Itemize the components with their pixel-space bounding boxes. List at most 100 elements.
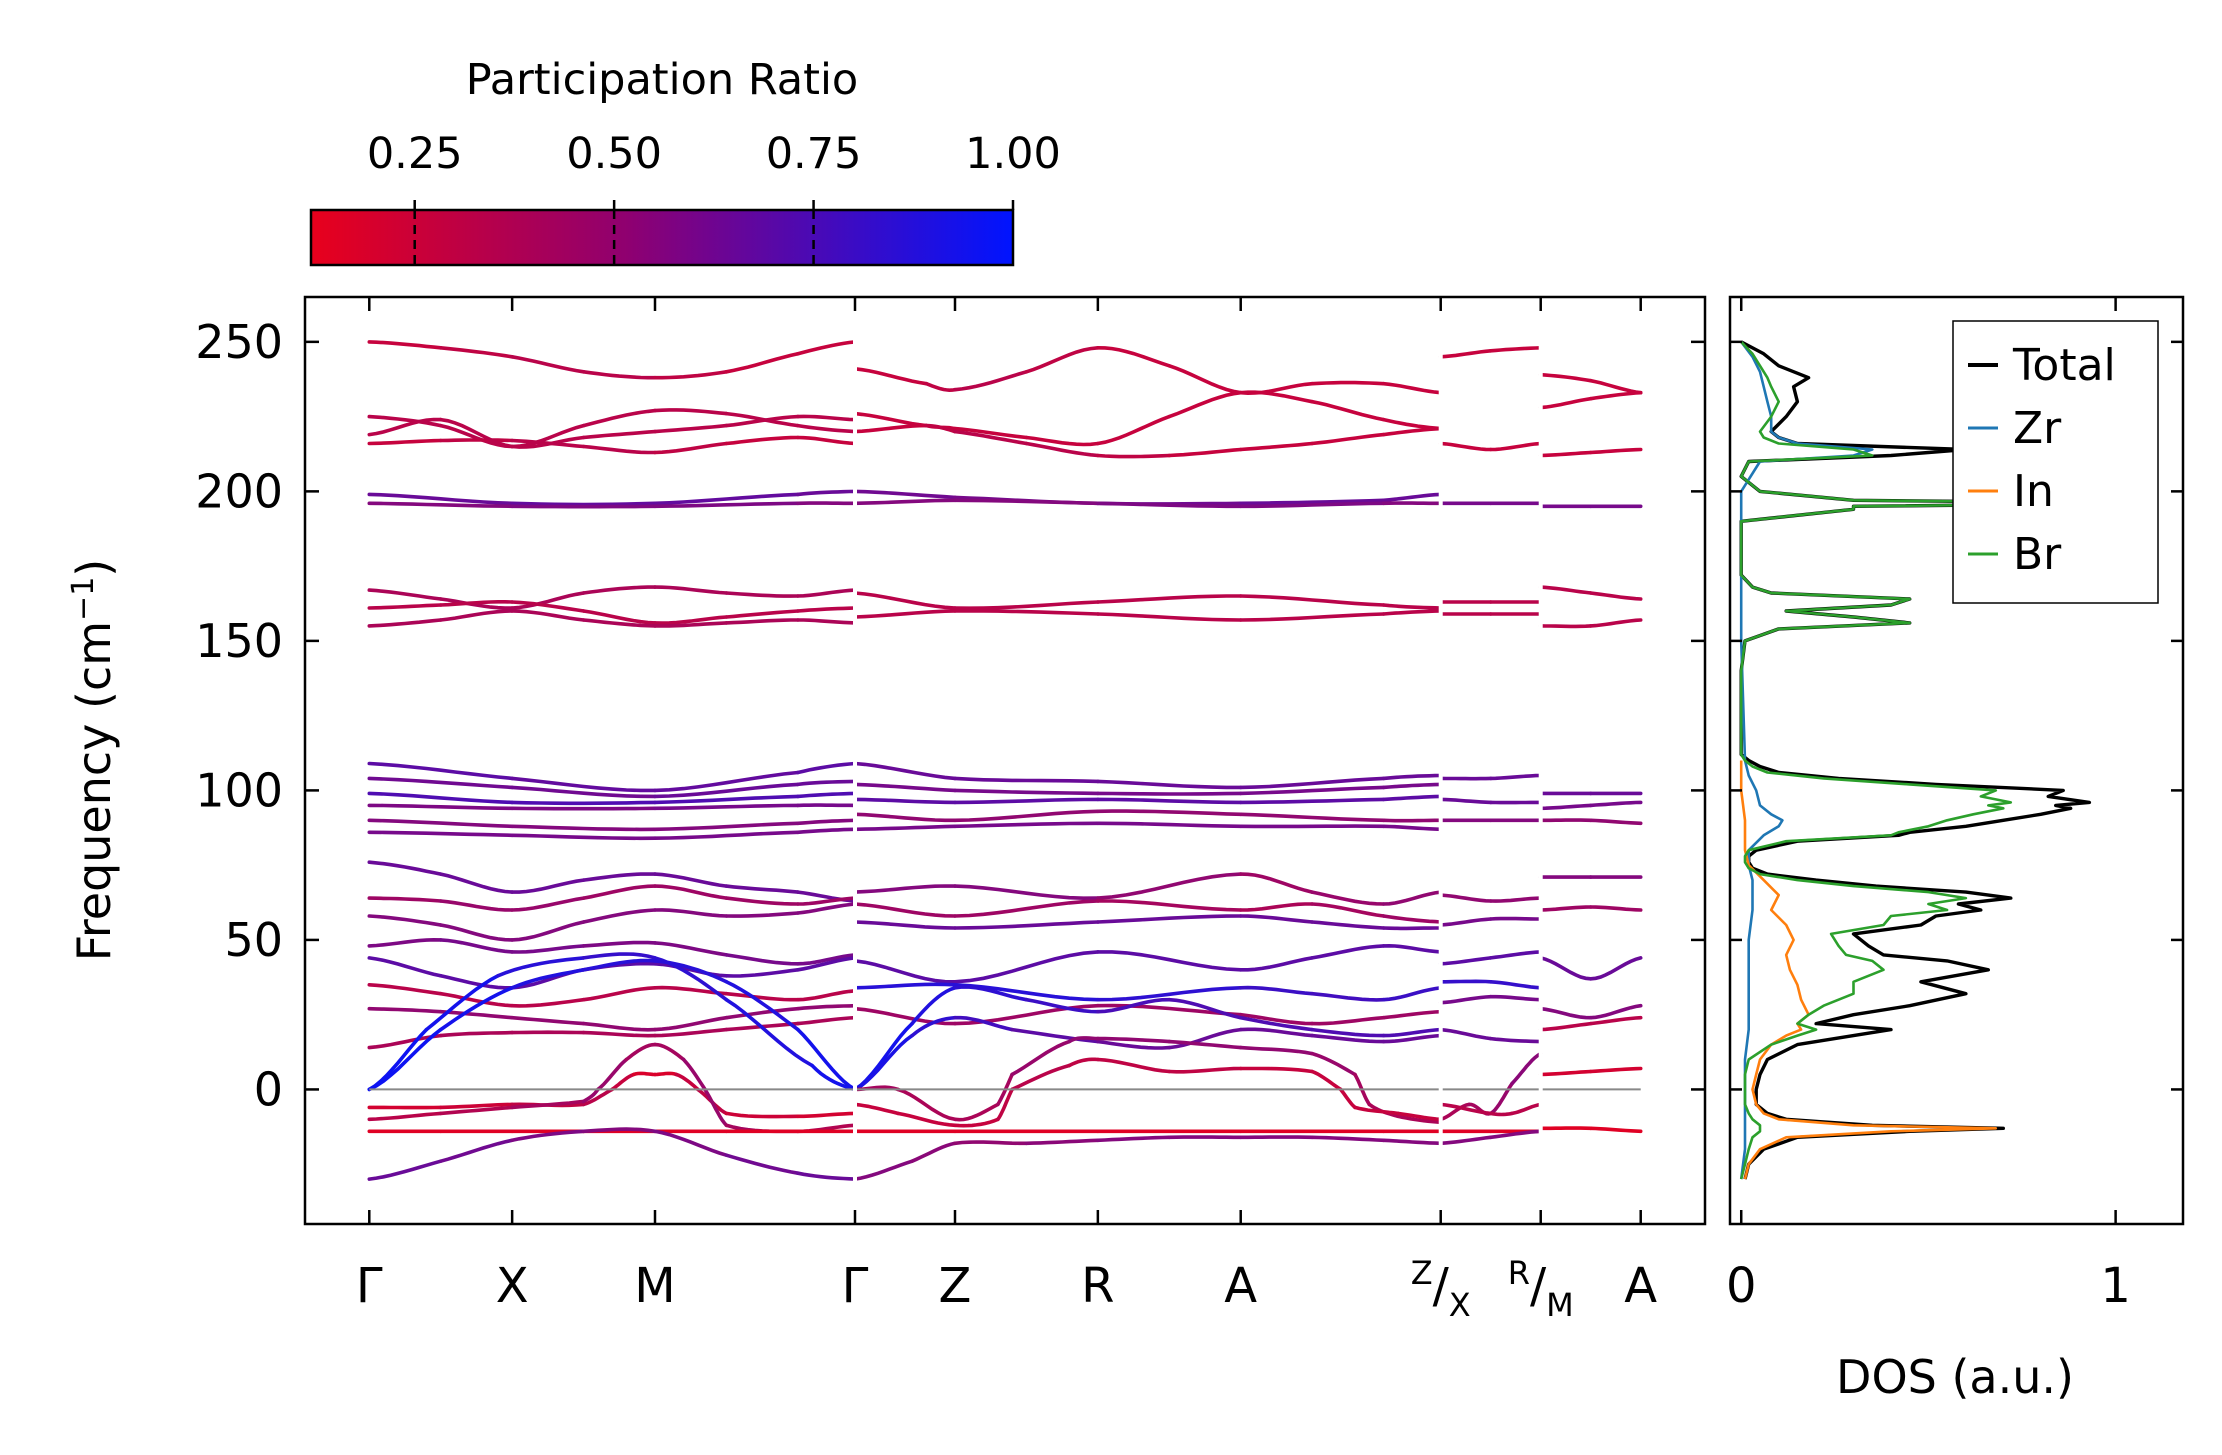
band-line-segment: [1238, 1012, 1314, 1026]
band-band-42: [853, 872, 1443, 906]
band-band-13: [367, 803, 857, 811]
band-line-segment: [581, 429, 657, 440]
band-band-38: [853, 782, 1443, 796]
band-x-axis: Γ X M Γ Z R A Z/XR/M A: [356, 297, 1657, 1324]
band-line-segment: [853, 1102, 900, 1116]
band-line-segment: [653, 423, 729, 434]
band-band-25: [367, 958, 857, 1092]
band-line-segment: [510, 776, 657, 793]
band-line-segment: [1167, 1039, 1243, 1050]
band-line-segment: [1310, 380, 1386, 386]
band-line-segment: [653, 492, 800, 506]
band-line-segment: [653, 1071, 679, 1077]
colorbar-gradient: [309, 208, 1015, 267]
band-line-segment: [953, 370, 1029, 392]
band-line-segment: [1310, 902, 1386, 918]
band-line-segment: [1381, 603, 1443, 610]
band-line-segment: [1167, 1066, 1243, 1074]
band-line-segment: [424, 974, 500, 1032]
band-line-segment: [1381, 1033, 1443, 1044]
band-line-segment: [1538, 396, 1593, 410]
band-band-77: [1538, 618, 1643, 629]
band-line-segment: [853, 591, 957, 610]
band-line-segment: [853, 902, 957, 918]
band-line-segment: [367, 1111, 443, 1122]
band-line-segment: [1538, 372, 1593, 383]
band-band-59: [1438, 773, 1543, 781]
band-line-segment: [510, 833, 657, 841]
dos-x-tick-label: 1: [2100, 1258, 2131, 1314]
band-line-segment: [438, 600, 514, 607]
x-tick-label: Z: [939, 1258, 972, 1314]
band-line-segment: [1096, 821, 1243, 829]
band-line-segment: [796, 902, 857, 915]
colorbar-tick-label: 0.25: [367, 129, 463, 179]
band-line-segment: [953, 950, 1100, 984]
band-line-segment: [853, 920, 957, 930]
band-line-segment: [581, 370, 657, 380]
band-line-segment: [853, 423, 929, 434]
band-line-segment: [1488, 773, 1543, 781]
band-band-29: [367, 1127, 857, 1181]
band-line-segment: [581, 872, 657, 882]
band-line-segment: [724, 980, 800, 1032]
band-line-segment: [896, 1087, 957, 1122]
band-line-segment: [510, 800, 657, 806]
band-line-segment: [438, 899, 514, 912]
band-line-segment: [924, 423, 957, 434]
band-line-segment: [1510, 1102, 1543, 1116]
x-tick-label: A: [1624, 1258, 1657, 1314]
x-tick-label: Γ: [356, 1258, 383, 1314]
band-line-segment: [438, 597, 514, 610]
band-line-segment: [653, 441, 729, 455]
band-line-segment: [1096, 453, 1172, 459]
band-line-segment: [796, 423, 857, 434]
band-line-segment: [1381, 782, 1443, 790]
x-tick-label: R/M: [1508, 1254, 1574, 1324]
band-line-segment: [1310, 920, 1386, 930]
band-line-segment: [1438, 349, 1493, 359]
dos-line-zr: [1739, 341, 1874, 1180]
band-line-segment: [1438, 1135, 1493, 1146]
band-line-segment: [1238, 902, 1314, 912]
band-line-segment: [853, 982, 957, 990]
band-line-segment: [724, 953, 800, 966]
band-line-segment: [510, 609, 586, 622]
band-line-segment: [653, 782, 800, 799]
band-line-segment: [953, 426, 1029, 440]
band-line-segment: [953, 1117, 1000, 1128]
band-band-19: [367, 937, 857, 966]
band-line-segment: [724, 991, 800, 1002]
band-line-segment: [1096, 791, 1243, 796]
band-line-segment: [367, 588, 443, 601]
band-band-36: [853, 609, 1443, 622]
band-line-segment: [1096, 1057, 1172, 1074]
band-line-segment: [653, 370, 729, 380]
band-line-segment: [1438, 797, 1493, 805]
band-line-segment: [1238, 498, 1386, 506]
band-line-segment: [1310, 1015, 1386, 1026]
band-band-65: [1438, 979, 1543, 990]
band-line-segment: [1381, 824, 1443, 832]
band-line-segment: [367, 791, 514, 805]
band-line-segment: [1588, 1066, 1643, 1074]
band-band-37: [853, 761, 1443, 790]
band-band-6: [367, 501, 857, 509]
band-line-segment: [796, 1015, 857, 1026]
band-line-segment: [1588, 618, 1643, 628]
band-band-63: [1438, 916, 1543, 927]
band-band-32: [853, 423, 1443, 459]
band-line-segment: [796, 1027, 857, 1092]
band-line-segment: [653, 884, 729, 900]
band-line-segment: [681, 1057, 707, 1092]
band-line-segment: [653, 501, 800, 509]
band-line-segment: [438, 986, 514, 1032]
band-line-segment: [367, 501, 514, 509]
band-line-segment: [367, 830, 514, 838]
band-line-segment: [1238, 390, 1314, 404]
band-line-segment: [1381, 417, 1443, 431]
band-line-segment: [796, 606, 857, 613]
band-line-segment: [1438, 1027, 1493, 1041]
band-band-86: [1538, 1066, 1643, 1077]
colorbar-tick-label: 0.50: [566, 129, 662, 179]
